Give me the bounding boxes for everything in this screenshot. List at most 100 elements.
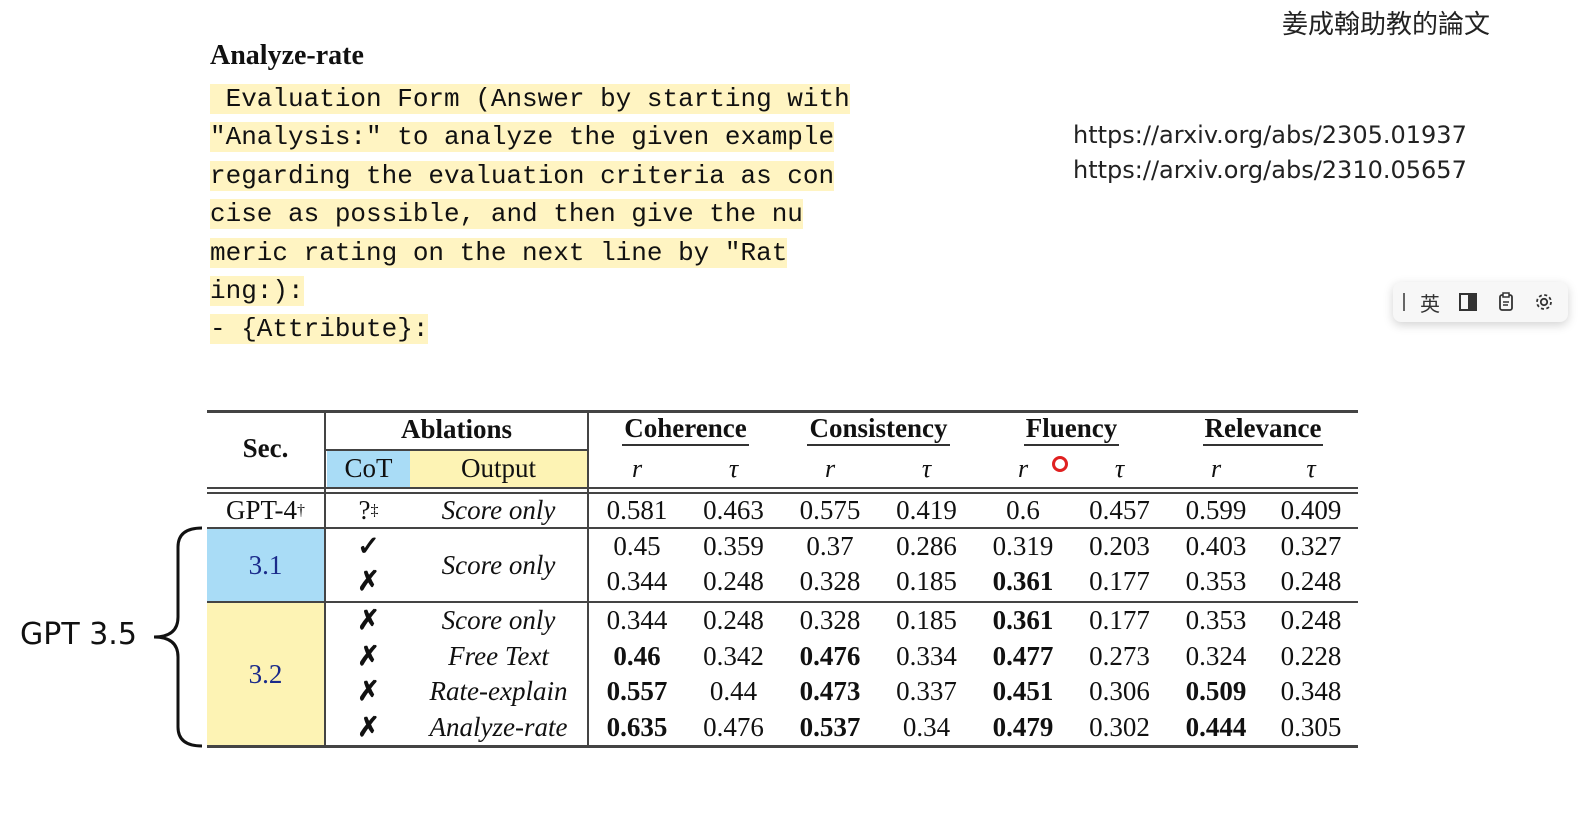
value-cell: 0.306	[1089, 675, 1150, 706]
half-square-icon[interactable]	[1455, 289, 1481, 315]
results-table: Sec. Ablations CoT Output Coherence Cons…	[207, 410, 1358, 748]
reference-link: https://arxiv.org/abs/2310.05657	[1073, 156, 1467, 184]
value-cell: 0.305	[1280, 711, 1342, 742]
cot-mark: ✗	[357, 604, 380, 635]
metric-header-coherence: Coherence	[589, 410, 782, 449]
sec-gpt4: GPT-4 †	[225, 495, 306, 525]
output-label: Rate-explain	[429, 675, 568, 706]
gear-icon[interactable]	[1531, 289, 1557, 315]
gpt35-brace	[153, 526, 203, 748]
r-symbol: r	[1017, 453, 1029, 483]
value-cell: 0.177	[1089, 566, 1150, 596]
sec-3-1: 3.1	[248, 549, 283, 580]
value-cell: 0.476	[799, 640, 861, 671]
gpt35-label: GPT 3.5	[20, 617, 137, 652]
value-cell: 0.419	[896, 495, 957, 525]
top-rule	[207, 410, 1358, 413]
value-cell: 0.361	[992, 566, 1054, 596]
sec-3-2: 3.2	[248, 659, 283, 689]
cot-gpt4: ? ‡	[358, 495, 379, 525]
value-cell: 0.44	[709, 675, 758, 706]
cot-mark: ✗	[357, 711, 380, 742]
output-gpt4: Score only	[441, 495, 556, 525]
section-heading: Analyze-rate	[210, 40, 364, 71]
value-cell: 0.286	[896, 531, 957, 561]
value-cell: 0.302	[1089, 711, 1150, 742]
prompt-line: Evaluation Form (Answer by starting with	[210, 84, 850, 114]
value-cell: 0.248	[703, 604, 764, 635]
value-cell: 0.575	[799, 495, 861, 525]
ime-toolbar: 英	[1393, 282, 1568, 322]
value-cell: 0.337	[896, 675, 957, 706]
value-cell: 0.248	[703, 566, 764, 596]
value-cell: 0.344	[606, 604, 668, 635]
prompt-line: cise as possible, and then give the nu	[210, 199, 803, 230]
value-cell: 0.34	[902, 711, 951, 742]
output-header: Output	[460, 453, 536, 483]
value-cell: 0.6	[1006, 495, 1040, 525]
value-cell: 0.463	[703, 495, 764, 525]
value-cell: 0.476	[703, 711, 764, 742]
r-symbol: r	[824, 453, 836, 483]
grip-icon[interactable]	[1403, 293, 1405, 311]
header-rule	[207, 492, 1358, 494]
r-symbol: r	[631, 453, 643, 483]
value-cell: 0.344	[606, 566, 668, 596]
prompt-template-block: Evaluation Form (Answer by starting with…	[210, 80, 850, 349]
value-cell: 0.273	[1089, 640, 1150, 671]
prompt-line: regarding the evaluation criteria as con	[210, 160, 835, 191]
value-cell: 0.185	[896, 566, 957, 596]
value-cell: 0.473	[799, 675, 861, 706]
value-cell: 0.177	[1089, 604, 1150, 635]
value-cell: 0.451	[992, 675, 1054, 706]
value-cell: 0.327	[1280, 531, 1342, 561]
tau-symbol: τ	[921, 453, 932, 483]
ablations-rule	[326, 449, 588, 451]
prompt-line: meric rating on the next line by "Rat	[210, 237, 788, 268]
value-cell: 0.361	[992, 604, 1054, 635]
value-cell: 0.203	[1089, 531, 1150, 561]
clipboard-icon[interactable]	[1493, 289, 1519, 315]
gpt4-rule	[207, 527, 1358, 529]
value-cell: 0.248	[1280, 566, 1342, 596]
value-cell: 0.248	[1280, 604, 1342, 635]
value-cell: 0.185	[896, 604, 957, 635]
ablations-header: Ablations	[400, 414, 513, 444]
value-cell: 0.599	[1185, 495, 1247, 525]
sec31-bg	[207, 528, 325, 602]
value-cell: 0.509	[1185, 675, 1247, 706]
output-label: Score only	[441, 604, 556, 635]
value-cell: 0.45	[613, 531, 661, 561]
cot-header-bg	[327, 450, 410, 487]
value-cell: 0.359	[703, 531, 764, 561]
value-cell: 0.328	[799, 604, 861, 635]
tau-symbol: τ	[1114, 453, 1125, 483]
lecture-title: 姜成翰助教的論文	[1282, 10, 1491, 40]
r-symbol: r	[1210, 453, 1222, 483]
output-header-bg	[410, 450, 587, 487]
cot-mark: ✗	[357, 640, 380, 671]
cot-mark: ✓	[357, 531, 380, 561]
value-cell: 0.444	[1185, 711, 1247, 742]
header-rule	[207, 487, 1358, 489]
output-label: Free Text	[448, 640, 549, 671]
col-rule	[324, 410, 326, 748]
language-toggle[interactable]: 英	[1420, 291, 1440, 316]
value-cell: 0.403	[1185, 531, 1247, 561]
value-cell: 0.348	[1280, 675, 1342, 706]
metric-header-consistency: Consistency	[782, 410, 975, 449]
value-cell: 0.37	[806, 531, 854, 561]
output-label: Analyze-rate	[429, 711, 568, 742]
sec31-rule	[207, 601, 1358, 603]
value-cell: 0.457	[1089, 495, 1150, 525]
value-cell: 0.46	[613, 640, 661, 671]
cot-mark: ✗	[357, 566, 380, 596]
value-cell: 0.635	[606, 711, 668, 742]
value-cell: 0.537	[799, 711, 861, 742]
output-sec31: Score only	[441, 549, 556, 580]
col-rule	[587, 410, 589, 748]
value-cell: 0.479	[992, 711, 1054, 742]
sec32-bg	[207, 602, 325, 747]
sec-header: Sec.	[242, 433, 289, 463]
value-cell: 0.319	[992, 531, 1054, 561]
